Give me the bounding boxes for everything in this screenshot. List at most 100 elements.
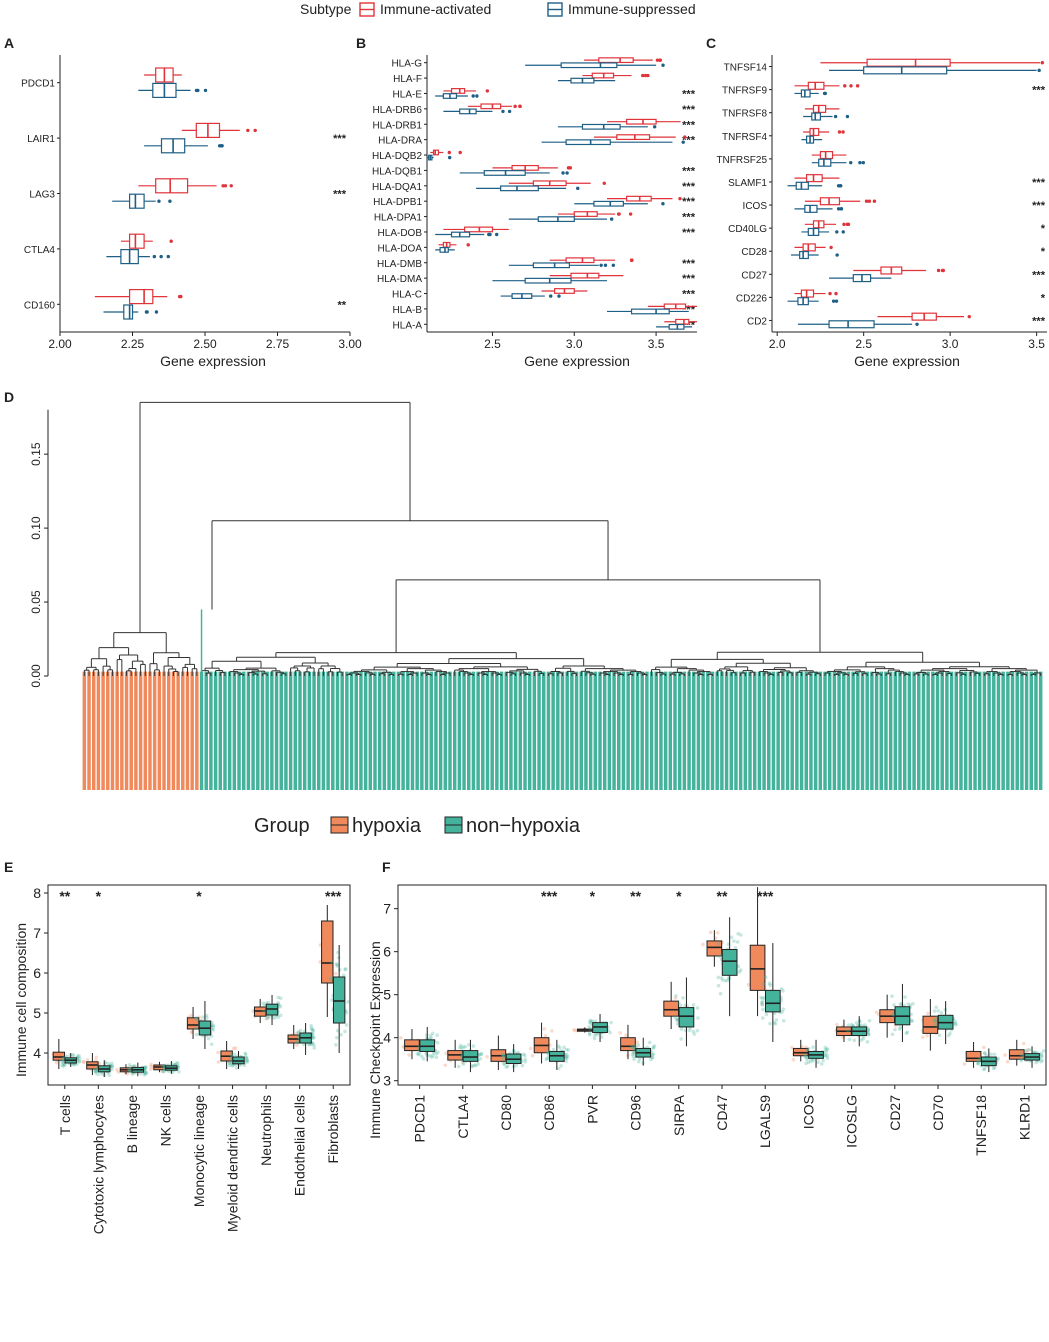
box-hla-dma-act [549,272,624,279]
jitter-point [716,983,721,988]
category-label-icos: ICOS [800,1095,816,1129]
box [532,262,570,269]
jitter-point [106,1061,111,1066]
jitter-point [530,1053,535,1058]
outlier-point [867,199,872,203]
jitter-point [635,1040,640,1045]
panel-e-ylabel: Immune cell composition [13,923,29,1077]
outlier-point [829,245,833,250]
box-cd70-n [932,1001,958,1045]
box-slamf1-sup [787,181,843,190]
box-lgals9-n [759,943,786,1042]
jitter-point [933,1019,937,1023]
category-label-cd47: CD47 [714,1095,730,1131]
significance-stars: *** [1032,177,1046,189]
jitter-point [692,1032,697,1036]
box [581,123,621,130]
panel-a-xlabel: Gene expression [160,353,266,369]
jitter-point [417,1051,421,1056]
box-lag3-sup [112,193,172,209]
outlier-point [841,230,845,234]
jitter-point [211,1023,216,1028]
box-sirpa-n [673,977,700,1047]
jitter-point [982,1051,987,1055]
jitter-point [650,1055,655,1060]
jitter-point [125,1071,130,1076]
jitter-point [589,1021,593,1026]
box-b-lineage-n [127,1062,149,1077]
jitter-point [678,1003,683,1007]
jitter-point [295,1043,299,1047]
outlier-point [194,88,199,93]
significance-stars: *** [682,227,696,239]
gene-label-hla-drb6: HLA-DRB6 [373,105,423,116]
jitter-point [803,1054,807,1059]
jitter-point [823,1053,827,1058]
jitter-point [1040,1058,1044,1063]
jitter-point [189,1013,193,1018]
gene-label-cd2: CD2 [747,316,767,327]
jitter-point [624,1033,628,1038]
box [678,1007,695,1028]
box-cytotoxic-lymphocytes-n [93,1060,115,1077]
box-hla-dpa1-sup [508,216,614,223]
outlier-point [629,258,634,262]
jitter-point [334,1042,338,1047]
box [626,118,657,125]
jitter-point [679,1027,684,1031]
gene-label-hla-a: HLA-A [393,320,423,331]
category-label-tnfsf18: TNFSF18 [973,1095,989,1156]
jitter-point [115,1067,119,1072]
outlier-point [611,263,616,267]
gene-label-hla-f: HLA-F [393,74,422,85]
jitter-point [772,1011,777,1016]
jitter-point [695,1006,700,1010]
jitter-point [905,1030,910,1035]
jitter-point [160,1064,165,1069]
jitter-point [647,1040,652,1045]
box [565,139,611,146]
gene-label-hla-e: HLA-E [393,89,423,100]
jitter-point [211,1025,216,1029]
box-hla-b-sup [607,308,689,315]
category-label-lgals9: LGALS9 [757,1095,773,1148]
box-t-cells-h [51,1039,66,1069]
jitter-point [650,1055,655,1060]
jitter-point [718,991,723,996]
jitter-point [636,1059,641,1064]
outlier-point [643,73,648,78]
box [570,272,600,279]
box-lair1-act [181,122,257,139]
x-tick-label: 2.50 [193,337,217,351]
jitter-point [77,1059,82,1064]
jitter-point [420,1054,424,1059]
jitter-point [803,1053,807,1057]
box-pdcd1-n [415,1026,440,1062]
jitter-point [174,1061,179,1066]
jitter-point [890,994,894,999]
jitter-point [651,1052,656,1057]
outlier-point [561,171,565,175]
outlier-point [471,94,475,98]
gene-label-cd40lg: CD40LG [728,224,767,235]
jitter-point [458,1043,463,1048]
outlier-point [836,207,841,211]
jitter-point [825,1056,830,1061]
box-hla-f-act [582,72,650,79]
jitter-point [54,1060,59,1065]
jitter-point [296,1040,300,1045]
jitter-point [587,1032,592,1037]
box-hla-a-sup [656,323,693,330]
outlier-point [835,230,839,234]
gene-label-hla-dpb1: HLA-DPB1 [373,197,422,208]
jitter-point [127,1069,132,1074]
box-hla-dqb1-act [492,164,573,171]
jitter-point [636,1043,641,1047]
jitter-point [130,1072,135,1076]
box-sirpa-h [663,981,684,1030]
jitter-point [948,1031,952,1036]
jitter-point [63,1063,67,1067]
jitter-point [590,1019,595,1023]
jitter-point [562,1045,566,1050]
jitter-point [898,1025,903,1030]
